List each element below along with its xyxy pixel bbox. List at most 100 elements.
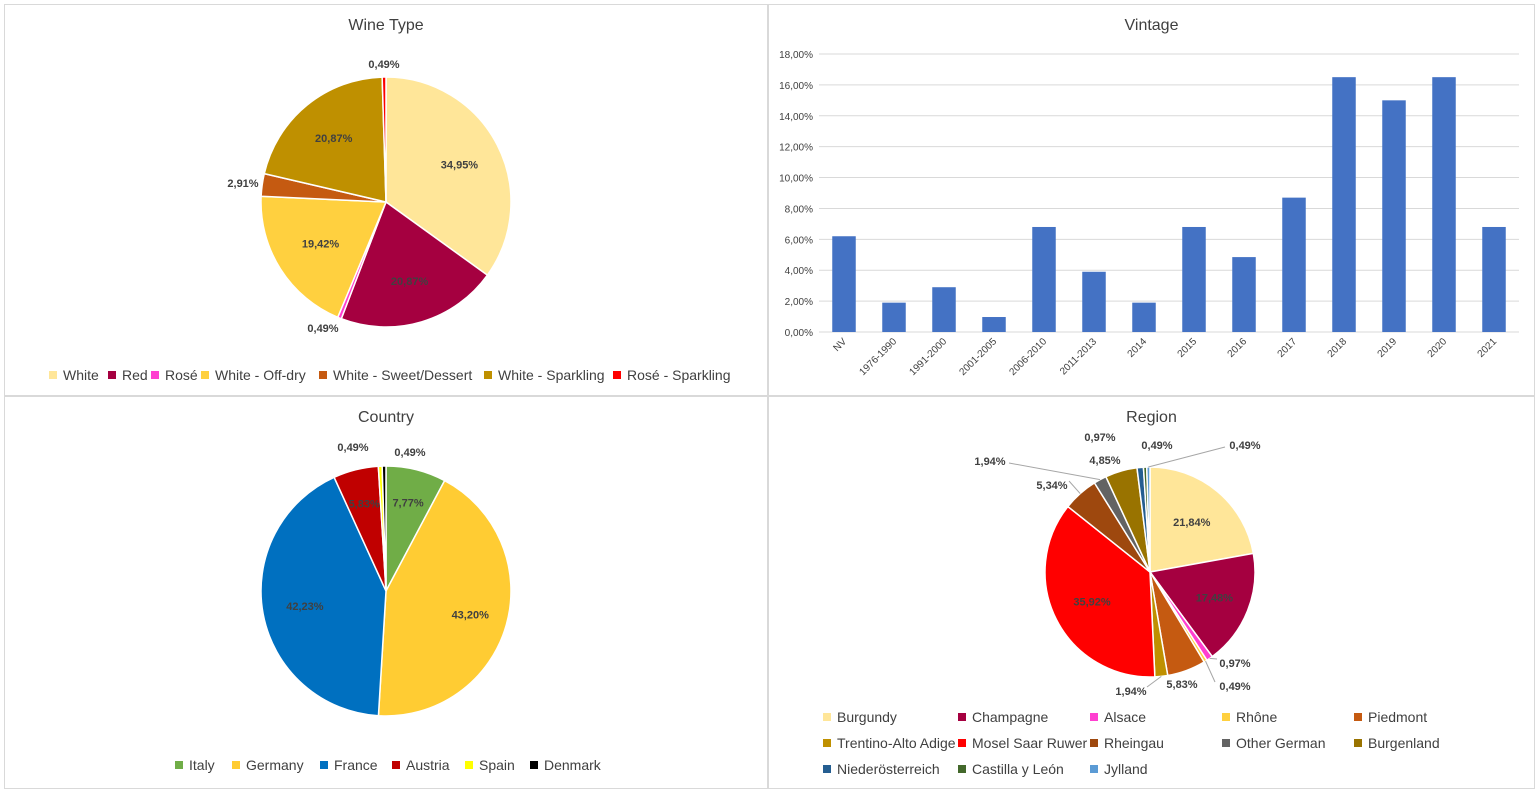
legend-item-austria: Austria — [392, 757, 450, 773]
legend-swatch — [49, 371, 57, 380]
legend-item-spain: Spain — [465, 757, 515, 773]
legend-label: Red — [122, 367, 148, 383]
legend-label: Spain — [479, 757, 515, 773]
y-tick-label: 18,00% — [779, 50, 813, 61]
x-tick-label: 2011-2013 — [1058, 336, 1099, 377]
legend-label: Rheingau — [1104, 735, 1164, 751]
legend-item-jylland: Jylland — [1090, 761, 1148, 777]
y-tick-label: 12,00% — [779, 143, 813, 154]
x-tick-label: 2016 — [1226, 336, 1250, 360]
vintage-chart-panel: Vintage 0,00% 2,00% 4,00% 6,00% 8,00% 10,00% 1… — [768, 4, 1535, 396]
data-label-rose-sparkling: 0,49% — [368, 59, 399, 71]
legend-item-italy: Italy — [175, 757, 215, 773]
data-label-white-sweet-dessert: 2,91% — [227, 178, 258, 190]
x-tick-label: 2018 — [1326, 336, 1350, 360]
legend-item-piedmont: Piedmont — [1354, 709, 1427, 725]
pie-slice-white — [385, 76, 512, 277]
legend-label: White - Sweet/Dessert — [333, 367, 473, 383]
leader-line — [1148, 446, 1226, 468]
legend-swatch — [1090, 765, 1098, 774]
legend-label: Piedmont — [1368, 709, 1428, 725]
chart-title: Region — [1126, 409, 1177, 426]
legend-label: Burgundy — [837, 709, 897, 725]
legend-item-burgenland: Burgenland — [1354, 735, 1440, 751]
bar-2017 — [1282, 197, 1306, 332]
x-tick-label: 2015 — [1176, 336, 1200, 360]
leader-line — [1008, 462, 1101, 481]
legend-swatch — [823, 765, 831, 774]
data-label-white-sparkling: 20,87% — [315, 133, 353, 145]
legend-label: Austria — [406, 757, 450, 773]
pie-slice-white-sparkling — [263, 76, 387, 203]
legend-swatch — [108, 371, 116, 380]
x-tick-label: 2020 — [1426, 336, 1450, 360]
bar-2014 — [1132, 302, 1156, 332]
pie-slice-champagne — [1148, 552, 1256, 658]
legend-swatch — [320, 761, 328, 770]
x-tick-label: 2001-2005 — [958, 336, 1000, 378]
data-label-red: 20,87% — [391, 276, 429, 288]
legend-item-white-off-dry: White - Off-dry — [201, 367, 306, 383]
legend-item-champagne: Champagne — [958, 709, 1048, 725]
data-label-rose: 0,49% — [307, 323, 338, 335]
legend-label: Mosel Saar Ruwer — [972, 735, 1088, 751]
bar-2001-2005 — [982, 317, 1006, 332]
legend-swatch — [201, 371, 209, 380]
data-label-other-german: 1,94% — [974, 456, 1005, 468]
y-tick-label: 10,00% — [779, 174, 813, 185]
leader-line — [1068, 480, 1081, 494]
bar-nv — [832, 236, 856, 332]
data-label-germany: 43,20% — [452, 610, 490, 622]
vintage-bar-chart: 0,00% 2,00% 4,00% 6,00% 8,00% 10,00% 12,00% 14,… — [779, 50, 1519, 378]
data-label-niederosterreich: 0,97% — [1084, 432, 1115, 444]
legend-item-red: Red — [108, 367, 148, 383]
wine-type-chart-panel: Wine Type 34,95% 20,87% 0,49% 19,42% 2,91% 20… — [4, 4, 768, 396]
legend-item-trentino-alto-adige: Trentino-Alto Adige — [823, 735, 956, 751]
legend-label: White - Sparkling — [498, 367, 605, 383]
legend-label: Rosé — [165, 367, 198, 383]
legend-swatch — [392, 761, 400, 770]
legend-item-mosel-saar-ruwer: Mosel Saar Ruwer — [958, 735, 1087, 751]
legend-swatch — [823, 739, 831, 748]
wine-type-pie: 34,95% 20,87% 0,49% 19,42% 2,91% 20,87% 0,49% — [227, 59, 512, 335]
legend-item-rhone: Rhône — [1222, 709, 1277, 725]
data-label-white: 34,95% — [441, 159, 479, 171]
legend-item-castilla-y-leon: Castilla y León — [958, 761, 1064, 777]
legend-label: Burgenland — [1368, 735, 1440, 751]
chart-title: Wine Type — [348, 17, 424, 34]
data-label-austria: 5,83% — [349, 499, 380, 511]
x-tick-label: NV — [832, 336, 850, 354]
legend-swatch — [232, 761, 240, 770]
legend-label: Trentino-Alto Adige — [837, 735, 956, 751]
legend-item-denmark: Denmark — [530, 757, 601, 773]
legend-swatch — [1222, 713, 1230, 722]
pie-slice-white-off-dry — [260, 195, 388, 319]
legend-swatch — [613, 371, 621, 380]
data-label-rheingau: 5,34% — [1036, 480, 1067, 492]
bar-2016 — [1232, 257, 1256, 332]
leader-line — [1146, 675, 1162, 688]
data-label-alsace: 0,97% — [1219, 658, 1250, 670]
data-label-rhone: 0,49% — [1219, 681, 1250, 693]
legend-label: Denmark — [544, 757, 601, 773]
x-tick-label: 2017 — [1276, 336, 1300, 360]
x-tick-label: 1976-1990 — [858, 336, 900, 378]
data-label-burgundy: 21,84% — [1173, 517, 1211, 529]
legend-item-rheingau: Rheingau — [1090, 735, 1164, 751]
legend-label: Germany — [246, 757, 304, 773]
data-label-castilla-y-leon: 0,49% — [1141, 440, 1172, 452]
legend-item-niederosterreich: Niederösterreich — [823, 761, 940, 777]
data-label-spain: 0,49% — [337, 442, 368, 454]
bar-1991-2000 — [932, 287, 956, 332]
legend-item-white-sweet-dessert: White - Sweet/Dessert — [319, 367, 472, 383]
legend-swatch — [319, 371, 327, 380]
legend-swatch — [1090, 739, 1098, 748]
pie-slice-germany — [377, 479, 512, 717]
chart-title: Country — [357, 409, 415, 426]
legend-label: Niederösterreich — [837, 761, 940, 777]
legend-label: Jylland — [1104, 761, 1148, 777]
legend-swatch — [484, 371, 492, 380]
legend-label: Castilla y León — [972, 761, 1064, 777]
bar-2020 — [1432, 77, 1456, 333]
y-tick-label: 16,00% — [779, 81, 813, 92]
